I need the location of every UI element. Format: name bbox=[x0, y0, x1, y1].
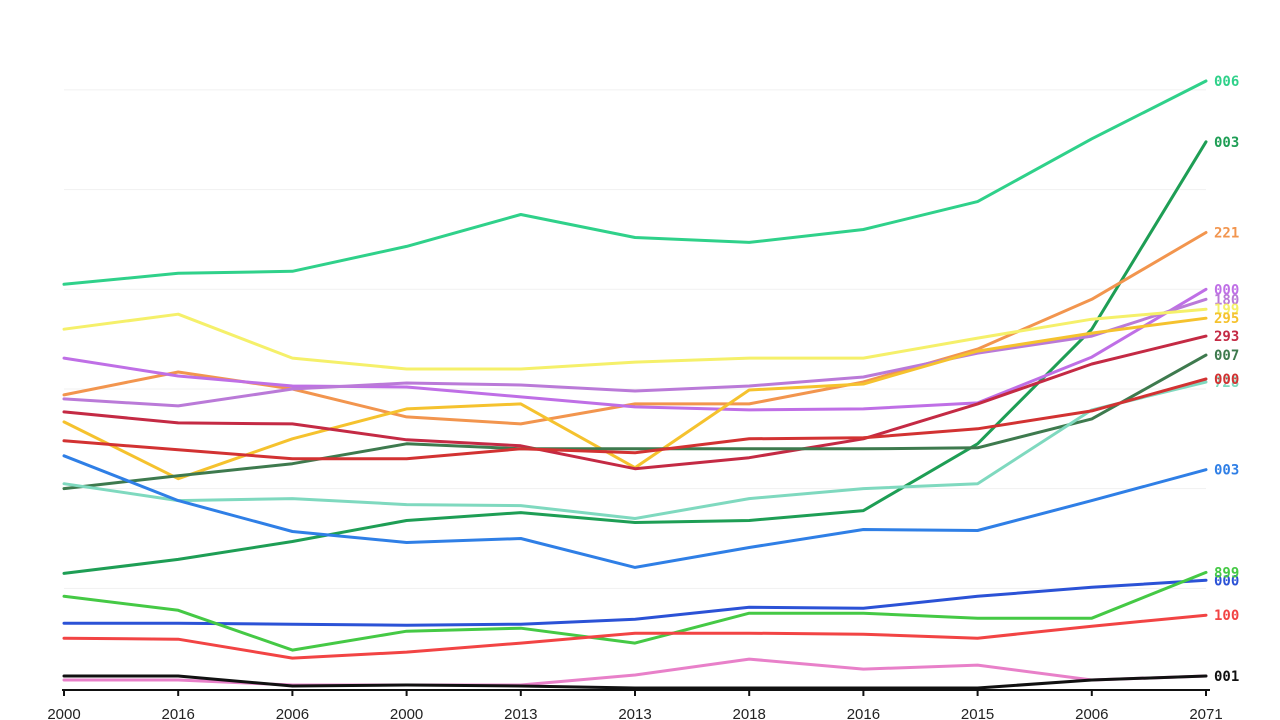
x-tick-label: 2000 bbox=[47, 706, 80, 720]
x-tick-label: 2071 bbox=[1189, 706, 1222, 720]
x-tick-label: 2016 bbox=[847, 706, 880, 720]
series-line-14 bbox=[62, 570, 1208, 652]
series-line-4 bbox=[62, 287, 1208, 412]
series-end-label: 007 bbox=[1214, 348, 1239, 364]
series-end-label: 728 bbox=[1214, 375, 1239, 391]
series-line-2 bbox=[62, 140, 1208, 575]
x-tick-label: 2018 bbox=[733, 706, 766, 720]
series-end-label: 003 bbox=[1214, 463, 1239, 479]
series-line-17 bbox=[62, 674, 1208, 690]
x-tick-label: 2006 bbox=[276, 706, 309, 720]
series-end-label: 180 bbox=[1214, 292, 1239, 308]
series-line-13 bbox=[62, 578, 1208, 627]
series-end-label: 199 bbox=[1214, 302, 1239, 318]
x-tick-label: 2013 bbox=[504, 706, 537, 720]
series-end-labels: 0060032210001801992952930077280000030008… bbox=[1214, 74, 1239, 685]
series-end-label: 221 bbox=[1214, 225, 1239, 241]
series-end-label: 006 bbox=[1214, 74, 1239, 90]
series-end-label: 000 bbox=[1214, 372, 1239, 388]
series-end-label: 000 bbox=[1214, 282, 1239, 298]
series-end-label: 001 bbox=[1214, 669, 1239, 685]
series-line-6 bbox=[62, 307, 1208, 371]
series-line-12 bbox=[62, 454, 1208, 569]
series-line-9 bbox=[62, 353, 1208, 491]
x-tick-label: 2015 bbox=[961, 706, 994, 720]
series-end-label: 100 bbox=[1214, 608, 1239, 624]
series-end-label: 899 bbox=[1214, 565, 1239, 581]
grid bbox=[64, 89, 1206, 589]
series-line-11 bbox=[62, 377, 1208, 461]
series-line-10 bbox=[62, 380, 1208, 520]
series-end-label: 000 bbox=[1214, 573, 1239, 589]
series-line-5 bbox=[62, 297, 1208, 408]
x-tick-label: 2000 bbox=[390, 706, 423, 720]
series-line-8 bbox=[62, 334, 1208, 471]
series-end-label: 003 bbox=[1214, 135, 1239, 151]
x-axis-ticks: 2000 2016 2006 2000 2013 2013 2018 2016 2015 2006… bbox=[47, 690, 1223, 720]
x-tick-label: 2016 bbox=[162, 706, 195, 720]
series-end-label: 295 bbox=[1214, 311, 1239, 327]
series-end-label: 293 bbox=[1214, 329, 1239, 345]
x-tick-label: 2006 bbox=[1075, 706, 1108, 720]
x-tick-label: 2013 bbox=[618, 706, 651, 720]
series-line-15 bbox=[62, 613, 1208, 660]
series-line-1 bbox=[62, 79, 1208, 286]
series-lines bbox=[62, 79, 1208, 690]
